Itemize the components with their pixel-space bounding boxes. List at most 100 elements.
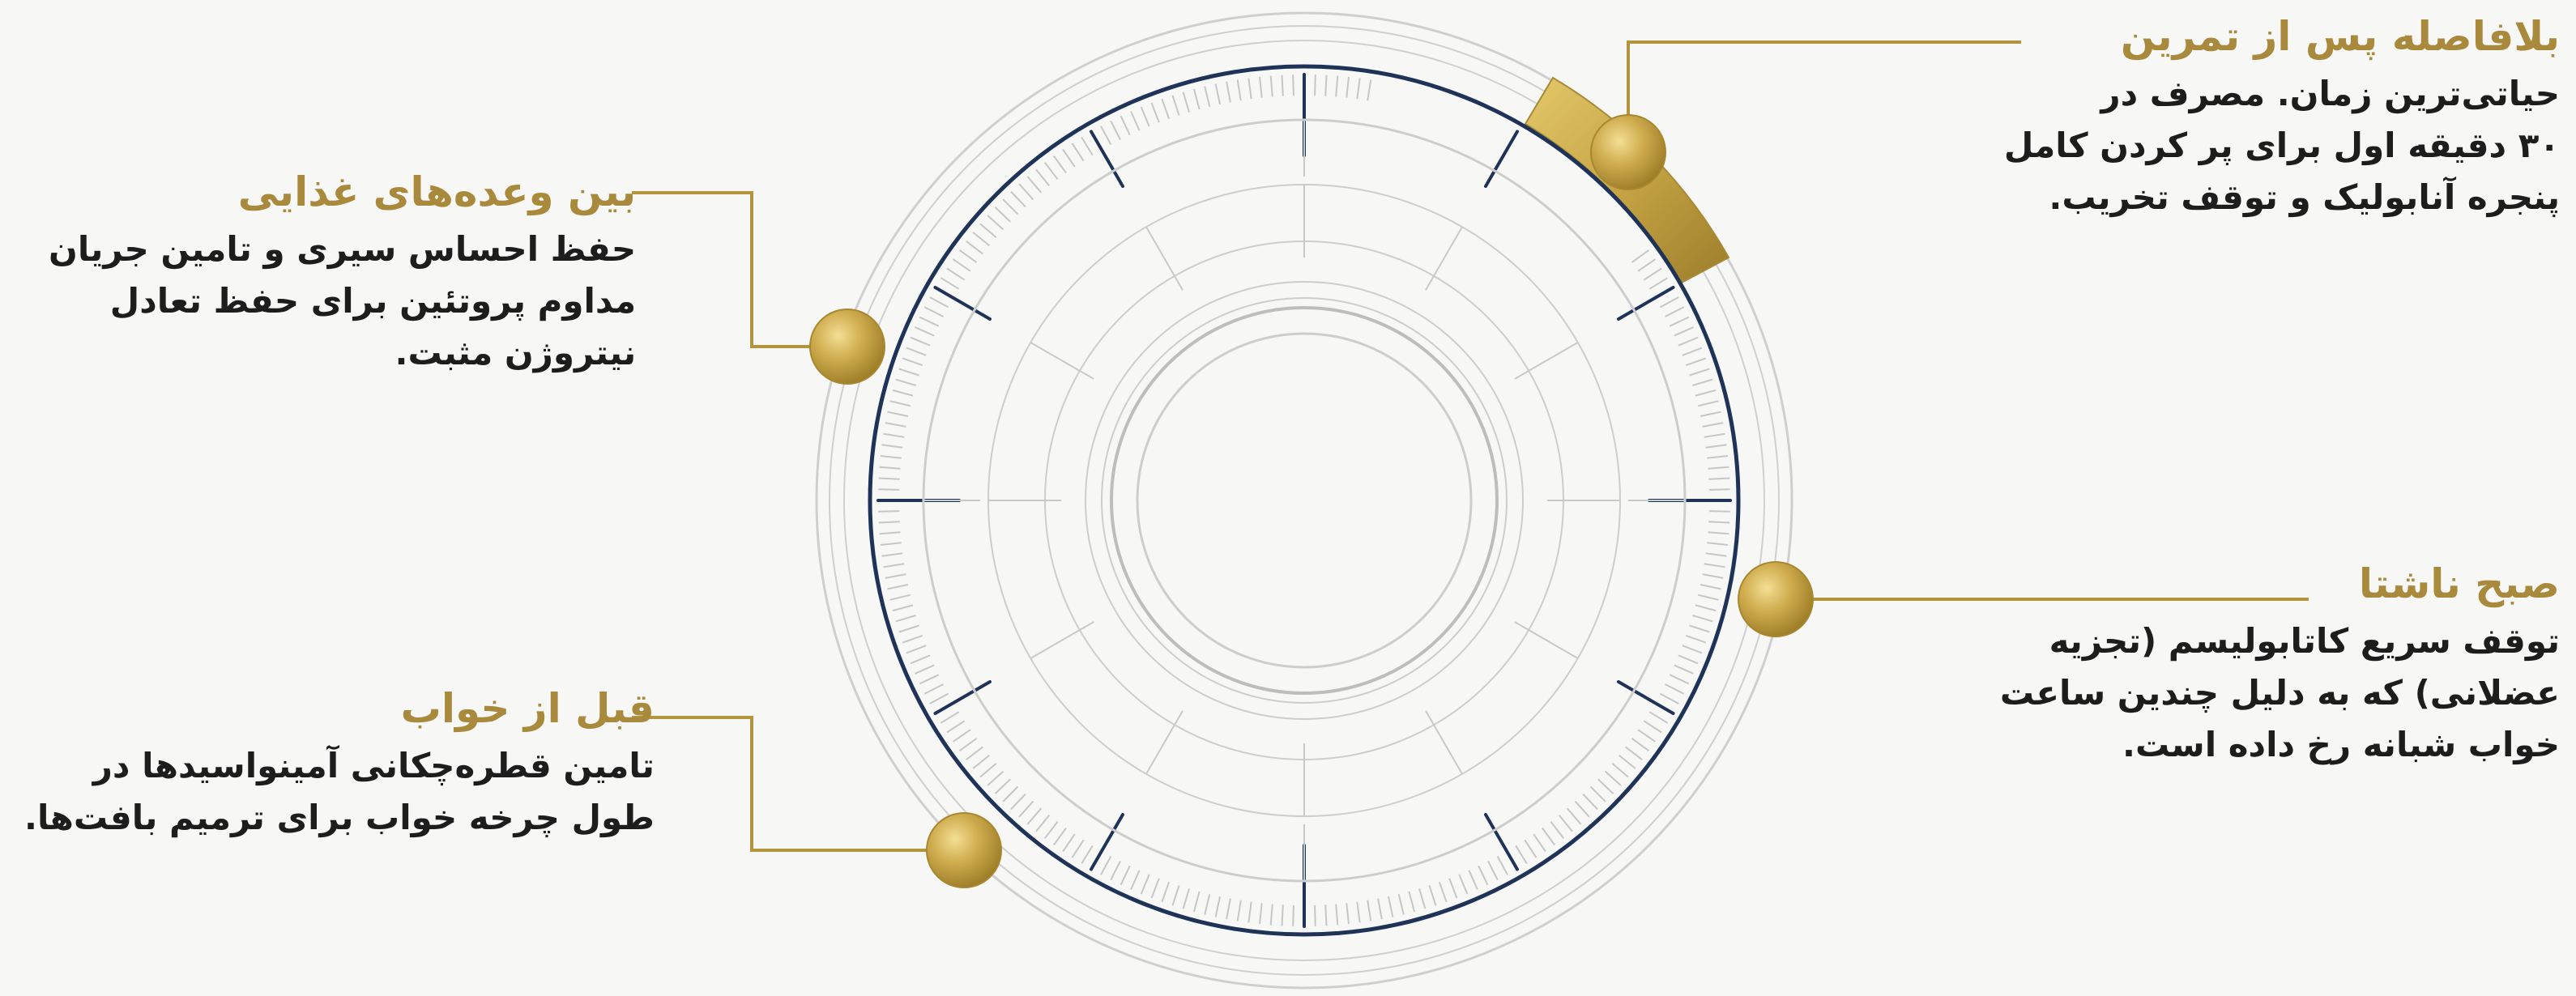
- minute-tick: [1236, 900, 1242, 922]
- minute-tick: [895, 615, 916, 623]
- minute-tick: [1704, 563, 1725, 568]
- inner-radial-line: [1145, 226, 1184, 291]
- minute-tick: [1418, 888, 1427, 909]
- minute-tick: [1120, 115, 1131, 136]
- minute-tick: [1120, 865, 1131, 886]
- minute-tick: [987, 770, 1004, 786]
- minute-tick: [1697, 594, 1719, 601]
- minute-tick: [1002, 785, 1019, 802]
- minute-tick: [1044, 821, 1059, 839]
- minute-tick: [958, 249, 978, 263]
- minute-tick: [898, 368, 919, 377]
- minute-tick: [923, 306, 944, 317]
- minute-tick: [1558, 814, 1573, 832]
- minute-tick: [1026, 176, 1043, 194]
- minute-tick: [1705, 552, 1727, 557]
- minute-tick: [1704, 432, 1725, 438]
- hour-tick: [1617, 680, 1675, 715]
- minute-tick: [1214, 896, 1221, 917]
- minute-tick: [1448, 878, 1458, 899]
- minute-tick: [1438, 881, 1448, 903]
- minute-tick: [1346, 903, 1350, 925]
- minute-tick: [1026, 807, 1043, 825]
- minute-tick: [1689, 624, 1710, 633]
- minute-tick: [1611, 762, 1629, 778]
- minute-tick: [1707, 542, 1729, 546]
- inner-radial-line: [1145, 710, 1184, 775]
- minute-tick: [1625, 746, 1643, 760]
- minute-tick: [1487, 861, 1499, 881]
- minute-tick: [1150, 102, 1160, 123]
- minute-tick: [1631, 738, 1650, 752]
- minute-tick: [1314, 74, 1316, 96]
- minute-tick: [892, 389, 914, 397]
- connector-post-workout: [1627, 40, 2021, 152]
- minute-tick: [1236, 79, 1242, 101]
- marker-post-workout: [1590, 114, 1666, 190]
- minute-tick: [940, 711, 960, 724]
- minute-tick: [879, 466, 901, 470]
- marker-breakfast: [1738, 561, 1814, 637]
- connector-between-meals: [632, 191, 847, 348]
- minute-tick: [1700, 584, 1721, 590]
- minute-tick: [1292, 904, 1294, 926]
- minute-tick: [1695, 604, 1717, 612]
- minute-tick: [1637, 729, 1657, 743]
- minute-tick: [1643, 720, 1662, 734]
- main-ring: [868, 64, 1741, 937]
- minute-tick: [1631, 249, 1650, 263]
- callout-line: پنجره آنابولیک و توقف تخریب.: [2049, 177, 2560, 217]
- inner-radial-line: [1514, 621, 1579, 659]
- minute-tick: [1542, 827, 1556, 846]
- minute-tick: [1192, 88, 1201, 110]
- minute-tick: [1692, 615, 1713, 623]
- minute-tick: [1052, 155, 1067, 174]
- minute-tick: [1648, 711, 1669, 724]
- minute-tick: [946, 720, 966, 734]
- minute-tick: [1708, 488, 1730, 491]
- minute-tick: [1708, 521, 1730, 524]
- minute-tick: [1648, 277, 1669, 290]
- minute-tick: [1707, 455, 1729, 459]
- minute-tick: [1110, 120, 1121, 140]
- minute-tick: [1081, 845, 1094, 865]
- minute-tick: [880, 542, 902, 546]
- minute-tick: [1682, 645, 1703, 654]
- minute-tick: [1150, 878, 1160, 899]
- minute-tick: [1700, 411, 1721, 417]
- hour-tick: [933, 680, 992, 715]
- minute-tick: [1697, 400, 1719, 407]
- minute-tick: [1669, 316, 1690, 327]
- minute-tick: [919, 316, 940, 327]
- minute-tick: [1496, 855, 1508, 875]
- minute-tick: [1314, 904, 1316, 926]
- minute-tick: [878, 488, 900, 491]
- minute-tick: [923, 683, 944, 695]
- minute-tick: [1659, 692, 1679, 704]
- minute-tick: [889, 400, 911, 407]
- callout-line: تامین قطره‌چکانی آمینواسیدها در: [92, 746, 655, 785]
- callout-post-workout: بلافاصله پس از تمرین حیاتی‌ترین زمان. مص…: [2004, 11, 2560, 223]
- minute-tick: [885, 573, 906, 579]
- minute-tick: [1533, 833, 1546, 853]
- minute-tick: [966, 240, 983, 255]
- minute-tick: [1259, 76, 1263, 98]
- minute-tick: [892, 604, 914, 612]
- minute-tick: [1062, 148, 1076, 168]
- minute-tick: [879, 531, 901, 535]
- minute-tick: [1397, 893, 1405, 915]
- minute-tick: [1643, 267, 1662, 281]
- hour-tick: [1090, 130, 1124, 188]
- minute-tick: [915, 664, 935, 675]
- minute-tick: [1692, 378, 1713, 386]
- minute-tick: [972, 754, 991, 769]
- minute-tick: [1574, 800, 1590, 818]
- minute-tick: [1292, 74, 1294, 96]
- marker-between-meals: [809, 309, 885, 385]
- minute-tick: [885, 422, 906, 428]
- minute-tick: [1597, 778, 1614, 794]
- minute-tick: [1478, 865, 1489, 886]
- minute-tick: [1214, 83, 1221, 105]
- minute-tick: [1346, 76, 1350, 98]
